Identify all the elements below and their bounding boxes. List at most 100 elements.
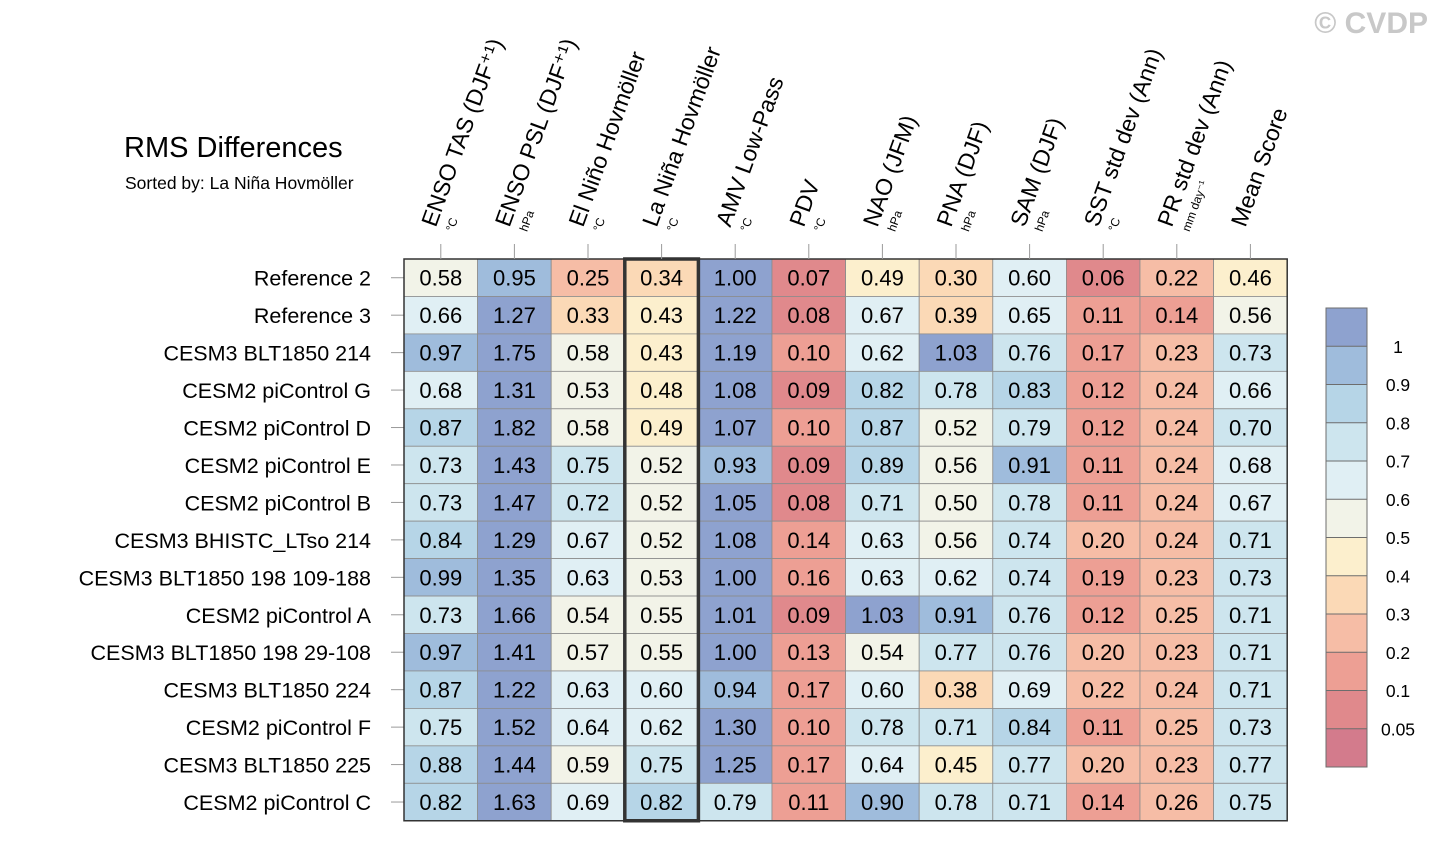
cell-value-label: 0.24 [1155, 378, 1198, 403]
colorbar-border [1325, 307, 1368, 768]
cell-value-label: 0.12 [1082, 378, 1125, 403]
column-label: AMV Low-Pass [710, 73, 788, 230]
cell-value-label: 0.56 [1229, 303, 1272, 328]
cell-value-label: 0.63 [567, 678, 610, 703]
cell-value-label: 0.24 [1155, 490, 1198, 515]
cell-value-label: 1.19 [714, 341, 757, 366]
heatmap-cell [845, 558, 920, 597]
colorbar-tick-label: 0.3 [1386, 605, 1410, 625]
cell-value-label: 0.78 [1008, 490, 1051, 515]
heatmap-cell [992, 745, 1067, 784]
colorbar-swatch [1326, 575, 1367, 614]
cell-value-label: 0.77 [935, 640, 978, 665]
heatmap-cell [845, 633, 920, 672]
cell-value-label: 0.39 [935, 303, 978, 328]
cell-value-label: 0.68 [1229, 453, 1272, 478]
cell-value-label: 0.11 [1083, 490, 1124, 515]
cell-value-label: 0.55 [640, 603, 683, 628]
heatmap-cell [698, 445, 773, 485]
cell-value-label: 1.27 [493, 303, 536, 328]
colorbar-tick-label: 0.4 [1386, 566, 1411, 586]
heatmap-cell [698, 708, 773, 747]
cell-value-label: 0.57 [567, 640, 610, 665]
cell-value-label: 0.75 [1229, 790, 1272, 815]
cell-value-label: 0.24 [1155, 453, 1198, 478]
cell-value-label: 0.49 [640, 416, 683, 441]
cell-value-label: 0.19 [1082, 565, 1125, 590]
heatmap-cell [1139, 296, 1214, 335]
cell-value-label: 0.99 [419, 565, 462, 590]
cell-value-label: 0.49 [861, 266, 904, 291]
heatmap-cell [771, 483, 846, 522]
heatmap-cell [1213, 333, 1288, 372]
heatmap-cell [845, 445, 920, 485]
cell-value-label: 0.70 [1229, 416, 1272, 441]
heatmap-cell [1066, 408, 1141, 447]
cell-value-label: 0.53 [640, 565, 683, 590]
cell-value-label: 0.64 [567, 715, 610, 740]
heatmap-cell [1139, 483, 1214, 522]
cell-value-label: 1.43 [493, 453, 536, 478]
heatmap-cell [477, 670, 552, 709]
heatmap-cell [771, 370, 846, 410]
cell-value-label: 0.38 [935, 678, 978, 703]
cell-value-label: 0.20 [1082, 753, 1125, 778]
cell-value-label: 0.73 [1229, 715, 1272, 740]
cell-value-label: 0.97 [419, 640, 462, 665]
column-label: ENSO TAS (DJF⁺¹) [416, 35, 508, 230]
cell-value-label: 0.64 [861, 753, 904, 778]
heatmap-cell [1213, 782, 1288, 822]
cell-value-label: 0.66 [1229, 378, 1272, 403]
row-label: CESM2 piControl D [183, 417, 371, 441]
heatmap-cell [992, 483, 1067, 522]
cell-value-label: 1.47 [493, 490, 536, 515]
heatmap-cell [624, 483, 699, 522]
heatmap-cell [624, 558, 699, 597]
heatmap-cell [1066, 745, 1141, 784]
cell-value-label: 0.22 [1082, 678, 1125, 703]
row-label: CESM3 BLT1850 198 29-108 [91, 641, 372, 665]
heatmap-cell [550, 483, 626, 522]
cell-value-label: 0.09 [787, 603, 830, 628]
cell-value-label: 0.13 [787, 640, 830, 665]
heatmap-cell [698, 595, 773, 634]
heatmap-cell [477, 483, 552, 522]
heatmap-cell [403, 670, 478, 709]
column-unit: °C [811, 216, 829, 234]
row-label: CESM2 piControl B [185, 491, 371, 515]
column-unit: °C [443, 216, 461, 234]
heatmap-cell [403, 408, 478, 447]
cell-value-label: 0.71 [935, 715, 978, 740]
row-label: CESM3 BLT1850 225 [163, 754, 371, 778]
heatmap-cell [918, 258, 994, 297]
cell-value-label: 1.30 [714, 715, 757, 740]
heatmap-cell [918, 296, 994, 335]
cell-value-label: 0.83 [1008, 378, 1051, 403]
cell-value-label: 0.95 [493, 266, 536, 291]
cell-value-label: 0.71 [1229, 603, 1272, 628]
heatmap-cell [992, 296, 1067, 335]
cell-value-label: 0.78 [935, 378, 978, 403]
heatmap-cell [918, 745, 994, 784]
heatmap-cell [771, 333, 846, 372]
heatmap-cell [624, 633, 699, 672]
cell-value-label: 0.09 [787, 378, 830, 403]
row-label: Reference 3 [254, 304, 371, 328]
cell-value-label: 1.31 [493, 378, 536, 403]
heatmap-cell [992, 445, 1067, 485]
cell-value-label: 1.00 [714, 640, 757, 665]
cell-value-label: 0.63 [861, 565, 904, 590]
cell-value-label: 0.88 [419, 753, 462, 778]
cell-value-label: 0.77 [1229, 753, 1272, 778]
cell-value-label: 0.06 [1082, 266, 1125, 291]
row-label: CESM2 piControl C [183, 791, 371, 815]
heatmap-cell [624, 408, 699, 447]
heatmap-cell [698, 408, 773, 447]
cell-value-label: 1.08 [714, 378, 757, 403]
cell-value-label: 0.12 [1082, 416, 1125, 441]
colorbar-swatch [1326, 537, 1367, 576]
cell-value-label: 1.03 [935, 341, 978, 366]
cell-value-label: 0.52 [935, 416, 978, 441]
cell-value-label: 0.67 [567, 528, 610, 553]
